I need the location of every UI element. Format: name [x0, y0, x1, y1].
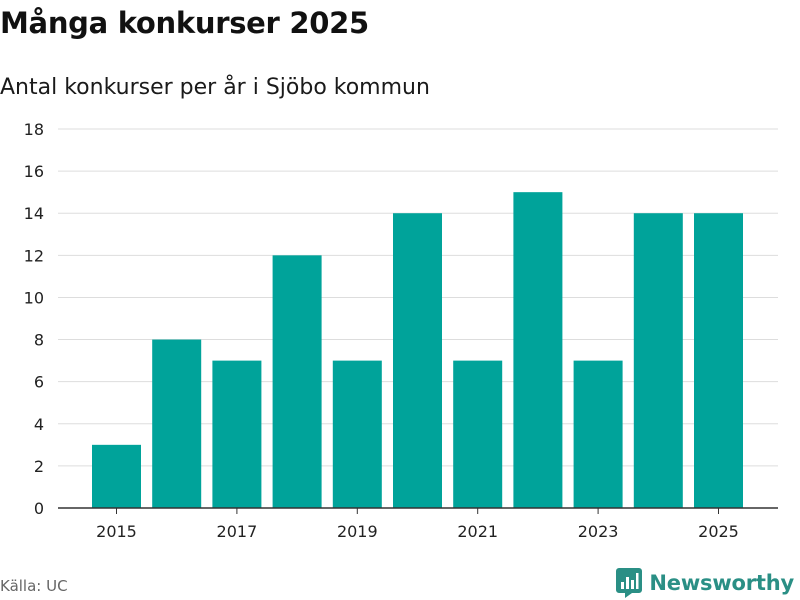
y-tick-label: 16 [24, 162, 44, 181]
brand-logo: Newsworthy [616, 568, 794, 598]
source-note: Källa: UC [0, 577, 68, 595]
x-tick-label: 2025 [698, 522, 739, 541]
y-tick-label: 2 [34, 457, 44, 476]
bar-2016 [152, 339, 202, 508]
newsworthy-logo-icon [616, 568, 643, 598]
y-tick-label: 18 [24, 120, 44, 139]
brand-name: Newsworthy [649, 571, 794, 595]
bar-2017 [212, 360, 262, 508]
y-tick-label: 12 [24, 246, 44, 265]
y-tick-label: 6 [34, 373, 44, 392]
x-tick-label: 2021 [457, 522, 498, 541]
bar-2022 [513, 192, 563, 508]
x-tick-label: 2017 [217, 522, 258, 541]
bar-2021 [453, 360, 503, 508]
bar-2025 [694, 213, 743, 508]
chart-title: Många konkurser 2025 [0, 6, 369, 40]
y-tick-label: 4 [34, 415, 44, 434]
x-tick-label: 2019 [337, 522, 378, 541]
bar-chart: 0 2 4 6 8 10 12 14 16 18 2015 2017 2019 2021 2023 2025 [24, 120, 778, 541]
bar-2015 [92, 444, 141, 508]
chart-subtitle: Antal konkurser per år i Sjöbo kommun [0, 75, 430, 100]
bar-2018 [272, 255, 322, 508]
y-tick-label: 8 [34, 331, 44, 350]
bar-2019 [332, 360, 382, 508]
bar-2024 [633, 213, 683, 508]
y-tick-label: 10 [24, 288, 44, 307]
x-tick-label: 2015 [96, 522, 137, 541]
bar-2020 [393, 213, 442, 508]
x-tick-label: 2023 [578, 522, 619, 541]
bar-2023 [573, 360, 623, 508]
y-tick-label: 14 [24, 204, 44, 223]
y-tick-label: 0 [34, 499, 44, 518]
